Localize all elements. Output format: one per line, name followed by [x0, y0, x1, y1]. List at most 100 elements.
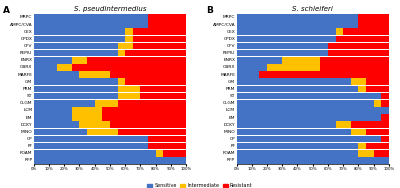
Bar	[236, 100, 374, 107]
Bar	[34, 100, 95, 107]
Bar	[133, 36, 186, 42]
Bar	[236, 114, 381, 121]
Bar	[95, 100, 118, 107]
Title: S. schleiferi: S. schleiferi	[292, 6, 333, 12]
Bar	[80, 71, 110, 78]
Bar	[118, 50, 125, 56]
Bar	[148, 143, 186, 149]
Bar	[110, 71, 186, 78]
Bar	[34, 28, 125, 35]
Bar	[34, 57, 72, 64]
Bar	[34, 71, 80, 78]
Bar	[34, 157, 186, 164]
Bar	[102, 114, 186, 121]
Bar	[351, 129, 366, 135]
Bar	[381, 136, 389, 142]
Bar	[125, 78, 186, 85]
Bar	[148, 136, 186, 142]
Bar	[87, 129, 118, 135]
Bar	[133, 28, 186, 35]
Bar	[34, 114, 72, 121]
Bar	[336, 28, 343, 35]
Bar	[267, 64, 320, 71]
Bar	[236, 21, 358, 28]
Bar	[236, 86, 358, 92]
Bar	[236, 150, 358, 157]
Bar	[236, 157, 389, 164]
Bar	[118, 86, 140, 92]
Bar	[366, 129, 389, 135]
Bar	[125, 28, 133, 35]
Bar	[236, 121, 336, 128]
Text: A: A	[3, 6, 10, 15]
Bar	[72, 64, 186, 71]
Bar	[236, 57, 282, 64]
Bar	[328, 50, 389, 56]
Bar	[34, 43, 118, 49]
Bar	[118, 93, 140, 99]
Bar	[366, 86, 389, 92]
Bar	[34, 36, 125, 42]
Bar	[236, 143, 358, 149]
Bar	[320, 64, 389, 71]
Bar	[34, 129, 87, 135]
Bar	[140, 93, 186, 99]
Bar	[328, 43, 389, 49]
Bar	[118, 129, 186, 135]
Bar	[34, 143, 148, 149]
Bar	[358, 14, 389, 21]
Bar	[366, 143, 389, 149]
Bar	[374, 150, 389, 157]
Bar	[125, 36, 133, 42]
Bar	[236, 50, 328, 56]
Bar	[236, 78, 351, 85]
Bar	[163, 150, 186, 157]
Bar	[72, 57, 87, 64]
Bar	[236, 64, 267, 71]
Bar	[381, 114, 389, 121]
Bar	[102, 107, 186, 114]
Bar	[87, 57, 186, 64]
Bar	[34, 64, 56, 71]
Bar	[34, 136, 148, 142]
Bar	[140, 86, 186, 92]
Bar	[133, 43, 186, 49]
Bar	[118, 100, 186, 107]
Bar	[110, 121, 186, 128]
Bar	[236, 28, 336, 35]
Bar	[34, 86, 118, 92]
Bar	[358, 21, 389, 28]
Bar	[351, 121, 389, 128]
Bar	[259, 71, 389, 78]
Bar	[80, 121, 110, 128]
Bar	[236, 93, 381, 99]
Bar	[34, 121, 80, 128]
Bar	[34, 78, 118, 85]
Bar	[34, 93, 118, 99]
Bar	[72, 114, 102, 121]
Bar	[336, 121, 351, 128]
Bar	[148, 14, 186, 21]
Bar	[56, 64, 72, 71]
Bar	[118, 43, 133, 49]
Bar	[236, 43, 328, 49]
Bar	[336, 36, 389, 42]
Bar	[72, 107, 102, 114]
Bar	[236, 71, 259, 78]
Bar	[236, 14, 358, 21]
Bar	[34, 50, 118, 56]
Bar	[34, 107, 72, 114]
Bar	[381, 100, 389, 107]
Bar	[358, 86, 366, 92]
Bar	[358, 143, 366, 149]
Text: B: B	[206, 6, 213, 15]
Bar	[320, 57, 389, 64]
Legend: Sensitive, Intermediate, Resistant: Sensitive, Intermediate, Resistant	[146, 182, 254, 188]
Bar	[343, 28, 389, 35]
Bar	[381, 93, 389, 99]
Bar	[125, 50, 186, 56]
Bar	[374, 100, 381, 107]
Bar	[366, 78, 389, 85]
Bar	[34, 150, 156, 157]
Bar	[34, 14, 148, 21]
